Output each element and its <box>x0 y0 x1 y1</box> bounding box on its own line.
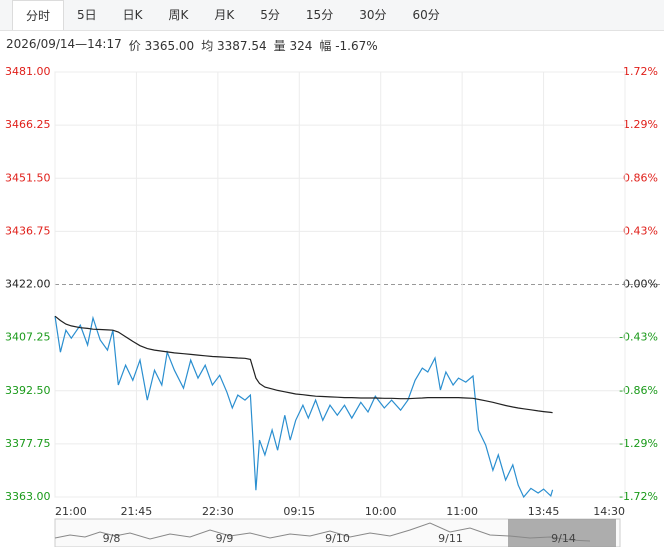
y-tick-label: 3481.00 <box>5 65 51 78</box>
tab[interactable]: 周K <box>168 8 189 22</box>
tab[interactable]: 30分 <box>359 8 387 22</box>
y-tick-label: 3363.00 <box>5 490 51 503</box>
y2-tick-label: 1.72% <box>623 65 658 78</box>
navigator-label: 9/14 <box>551 532 576 545</box>
tab[interactable]: 日K <box>122 8 143 22</box>
navigator-label: 9/10 <box>325 532 350 545</box>
line-series <box>54 315 553 414</box>
tab[interactable]: 60分 <box>412 8 440 22</box>
y-tick-label: 3466.25 <box>5 118 51 131</box>
y2-tick-label: -0.86% <box>619 384 658 397</box>
y-tick-label: 3451.50 <box>5 171 51 184</box>
y2-tick-label: 1.29% <box>623 118 658 131</box>
line-series <box>54 315 554 499</box>
tab[interactable]: 5日 <box>77 8 97 22</box>
x-tick-label: 22:30 <box>202 505 234 518</box>
tab[interactable]: 5分 <box>260 8 280 22</box>
tab[interactable]: 月K <box>214 8 235 22</box>
y2-tick-label: 0.86% <box>623 171 658 184</box>
x-tick-label: 21:45 <box>121 505 153 518</box>
y2-tick-label: 0.43% <box>623 224 658 237</box>
y-tick-label: 3392.50 <box>5 384 51 397</box>
y-tick-label: 3436.75 <box>5 224 51 237</box>
info-item: 幅 -1.67% <box>319 39 378 53</box>
info-item: 量 324 <box>273 39 313 53</box>
x-tick-label: 14:30 <box>593 505 625 518</box>
tab[interactable]: 分时 <box>12 0 65 30</box>
x-tick-label: 09:15 <box>283 505 315 518</box>
y-tick-label: 3422.00 <box>5 278 51 291</box>
tab[interactable]: 15分 <box>305 8 334 22</box>
y2-tick-label: -1.72% <box>619 490 658 503</box>
navigator-selection[interactable] <box>508 519 616 547</box>
y2-tick-label: 0.00% <box>623 278 658 291</box>
info-line: 2026/09/14—14:17 价 3365.00 均 3387.54 量 324 幅… <box>6 37 378 54</box>
x-tick-label: 21:00 <box>55 505 87 518</box>
info-item: 价 3365.00 <box>128 39 195 53</box>
tab-bar: 分时 5日 日K 周K 月K 5分 15分 30分 60分 <box>0 0 664 31</box>
navigator-label: 9/11 <box>438 532 463 545</box>
navigator-label: 9/8 <box>103 532 121 545</box>
x-tick-label: 11:00 <box>446 505 478 518</box>
y-tick-label: 3407.25 <box>5 331 51 344</box>
x-tick-label: 13:45 <box>528 505 560 518</box>
info-item: 均 3387.54 <box>201 39 267 53</box>
y2-tick-label: -1.29% <box>619 437 658 450</box>
y2-tick-label: -0.43% <box>619 331 658 344</box>
info-item: 2026/09/14—14:17 <box>6 37 122 51</box>
y-tick-label: 3377.75 <box>5 437 51 450</box>
navigator-thumbnail <box>54 522 591 542</box>
navigator-label: 9/9 <box>216 532 234 545</box>
x-tick-label: 10:00 <box>365 505 397 518</box>
